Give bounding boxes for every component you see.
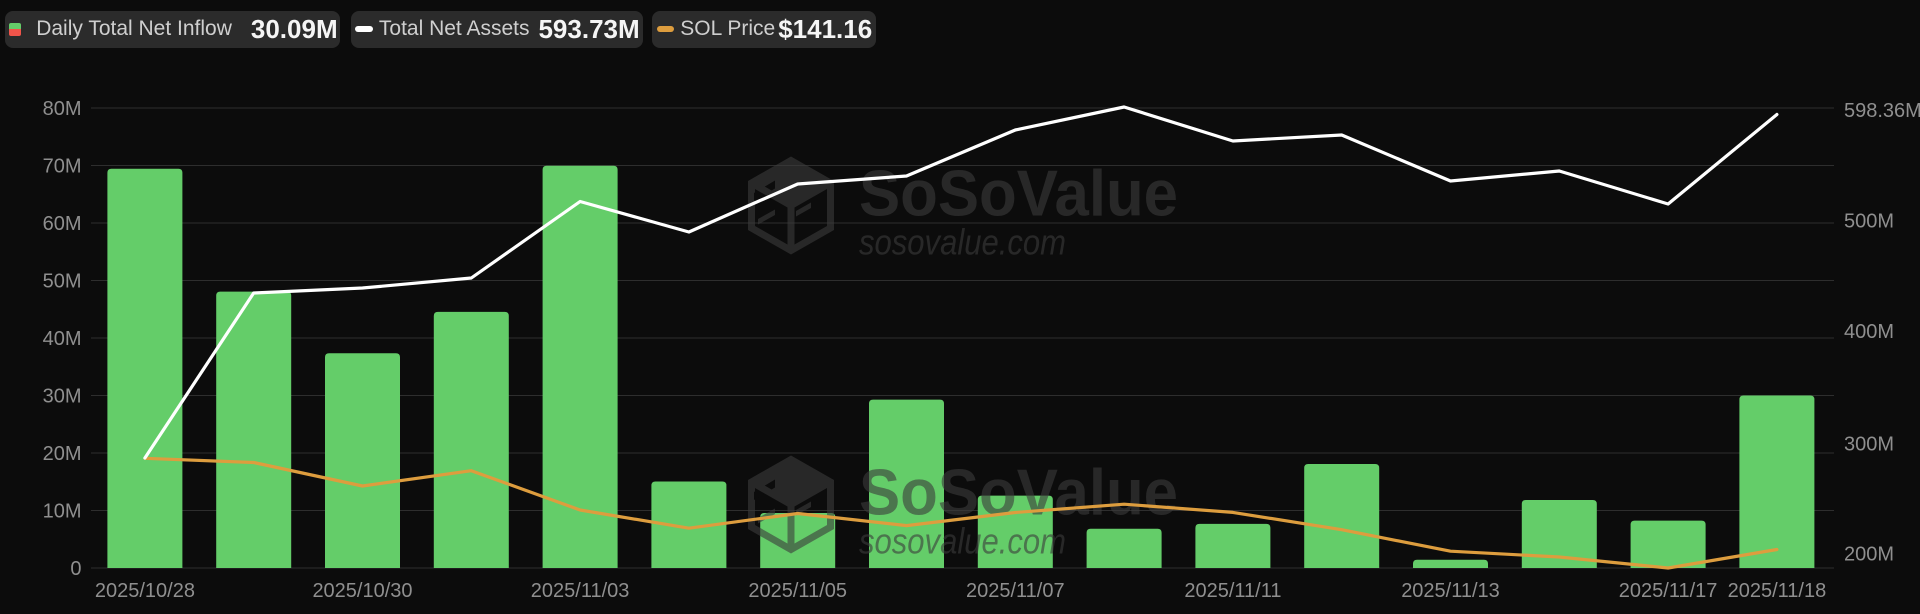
svg-text:2025/11/17: 2025/11/17 [1619, 580, 1718, 602]
svg-text:20M: 20M [43, 443, 82, 465]
svg-text:2025/11/11: 2025/11/11 [1184, 580, 1281, 602]
svg-text:200M: 200M [1844, 544, 1894, 566]
svg-text:2025/10/28: 2025/10/28 [95, 580, 195, 602]
svg-text:2025/10/30: 2025/10/30 [312, 580, 412, 602]
svg-text:0: 0 [70, 558, 81, 580]
svg-text:2025/11/18: 2025/11/18 [1728, 580, 1827, 602]
svg-text:500M: 500M [1844, 211, 1894, 233]
svg-text:50M: 50M [43, 271, 82, 293]
svg-text:40M: 40M [43, 328, 82, 350]
svg-text:2025/11/07: 2025/11/07 [966, 580, 1065, 602]
svg-text:2025/11/03: 2025/11/03 [531, 580, 630, 602]
svg-text:300M: 300M [1844, 434, 1894, 456]
svg-text:400M: 400M [1844, 321, 1894, 343]
svg-text:70M: 70M [43, 156, 82, 178]
svg-text:10M: 10M [43, 501, 82, 523]
svg-text:598.36M: 598.36M [1844, 100, 1920, 122]
svg-text:60M: 60M [43, 213, 82, 235]
svg-text:30M: 30M [43, 386, 82, 408]
svg-text:2025/11/05: 2025/11/05 [748, 580, 847, 602]
svg-text:80M: 80M [43, 98, 82, 120]
svg-text:2025/11/13: 2025/11/13 [1401, 580, 1500, 602]
